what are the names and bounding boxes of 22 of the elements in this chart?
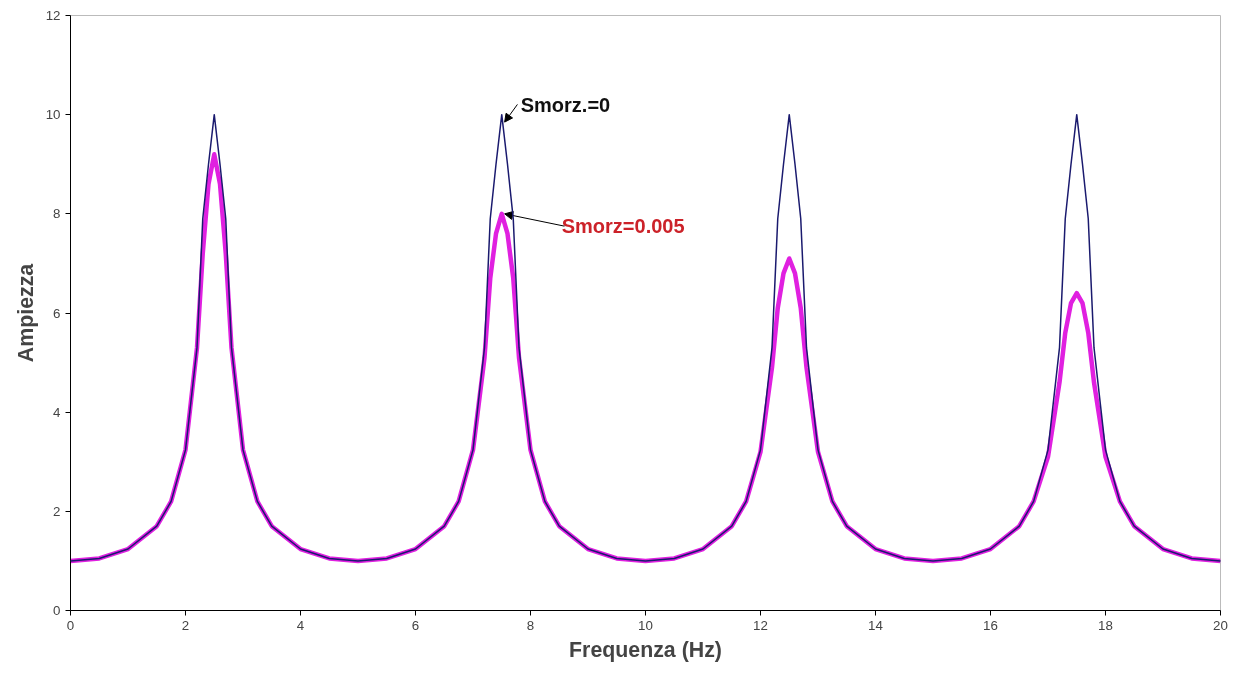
x-axis-title: Frequenza (Hz) bbox=[569, 637, 722, 662]
x-tick-label: 20 bbox=[1213, 617, 1228, 633]
y-tick-label: 4 bbox=[53, 404, 62, 420]
x-tick-label: 18 bbox=[1098, 617, 1113, 633]
x-tick-label: 10 bbox=[638, 617, 653, 633]
x-tick-label: 6 bbox=[411, 617, 420, 633]
x-tick-label: 14 bbox=[868, 617, 884, 633]
series-label: Smorz.=0 bbox=[520, 93, 611, 116]
y-tick-label: 6 bbox=[53, 305, 61, 321]
text: Smorz=0.005 bbox=[561, 214, 685, 237]
y-tick-label: 12 bbox=[45, 8, 61, 23]
x-tick-label: 16 bbox=[983, 617, 998, 633]
y-axis-title: Ampiezza bbox=[13, 263, 38, 363]
x-tick-label: 8 bbox=[526, 617, 535, 633]
y-tick-label: 0 bbox=[53, 603, 61, 618]
y-tick-label: 8 bbox=[53, 206, 61, 222]
x-tick-label: 2 bbox=[181, 617, 190, 633]
x-tick-label: 4 bbox=[296, 617, 305, 633]
x-tick-label: 12 bbox=[753, 617, 768, 633]
y-tick-label: 10 bbox=[45, 107, 61, 123]
x-tick-label: 0 bbox=[66, 617, 75, 633]
y-tick-label: 2 bbox=[53, 503, 61, 519]
